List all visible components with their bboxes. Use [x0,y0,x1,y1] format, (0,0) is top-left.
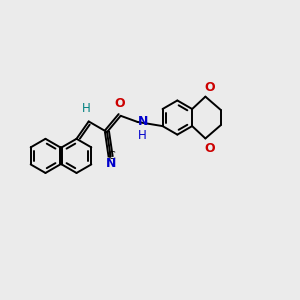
Text: O: O [114,97,124,110]
Text: C: C [107,151,115,160]
Text: O: O [205,81,215,94]
Text: H: H [138,129,147,142]
Text: H: H [82,102,91,115]
Text: N: N [138,115,148,128]
Text: N: N [106,157,116,170]
Text: O: O [205,142,215,155]
